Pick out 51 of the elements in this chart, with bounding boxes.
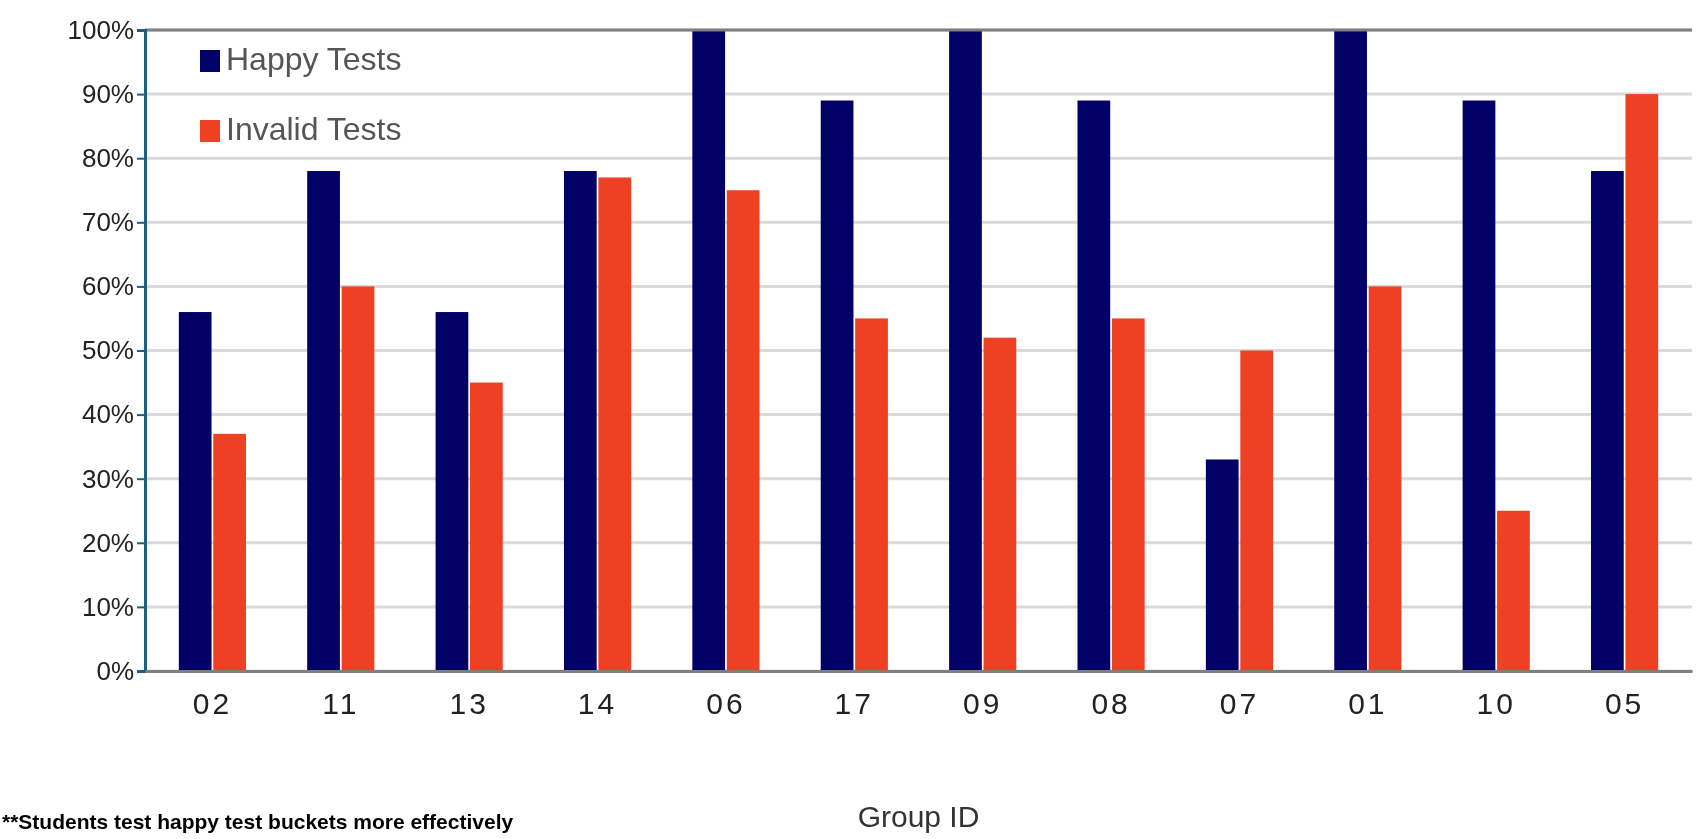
bar xyxy=(1625,94,1659,671)
y-tick-label: 100% xyxy=(67,14,134,45)
bar xyxy=(1497,510,1530,671)
x-tick-label: 09 xyxy=(963,687,1003,721)
x-tick-label: 08 xyxy=(1091,687,1131,721)
y-tick-label: 90% xyxy=(81,78,134,109)
bar xyxy=(178,312,212,671)
x-tick-label: 06 xyxy=(706,687,746,721)
y-tick-label: 20% xyxy=(81,527,134,558)
bar xyxy=(598,177,632,671)
bar xyxy=(1077,100,1111,671)
bar xyxy=(341,286,375,671)
bar xyxy=(1240,350,1274,671)
y-tick-label: 40% xyxy=(81,399,134,430)
bar xyxy=(692,30,726,671)
legend-label: Happy Tests xyxy=(226,41,402,77)
x-tick-label: 02 xyxy=(192,687,233,721)
x-tick-label: 14 xyxy=(577,687,618,721)
y-tick-label: 10% xyxy=(81,591,134,622)
x-tick-label: 10 xyxy=(1476,687,1516,721)
bar xyxy=(1205,459,1239,671)
bar xyxy=(470,382,503,671)
y-tick-label: 70% xyxy=(81,207,134,238)
legend-label: Invalid Tests xyxy=(226,111,402,147)
bar xyxy=(1334,30,1367,671)
x-tick-label: 17 xyxy=(834,687,874,721)
bar xyxy=(1591,171,1624,671)
bar xyxy=(949,30,982,671)
bar xyxy=(563,171,597,671)
y-tick-label: 30% xyxy=(81,463,134,494)
bar xyxy=(726,190,760,671)
y-tick-label: 80% xyxy=(81,143,134,174)
bar xyxy=(213,433,246,671)
bar xyxy=(983,337,1017,671)
x-tick-label: 01 xyxy=(1348,687,1388,721)
x-axis-title: Group ID xyxy=(857,800,980,833)
text: **Students test happy test buckets more effectively xyxy=(2,810,514,833)
bar xyxy=(1111,318,1145,671)
bar xyxy=(307,171,340,671)
bar xyxy=(1462,100,1496,671)
y-tick-label: 50% xyxy=(81,335,134,366)
x-tick-label: 11 xyxy=(322,687,360,721)
bar xyxy=(820,100,854,671)
x-tick-label: 13 xyxy=(449,687,489,721)
bar xyxy=(435,312,469,671)
y-tick-label: 0% xyxy=(96,655,134,686)
x-tick-label: 05 xyxy=(1604,687,1645,721)
bar xyxy=(1368,286,1402,671)
x-tick-label: 07 xyxy=(1219,687,1260,721)
y-tick-label: 60% xyxy=(81,271,134,302)
bar xyxy=(855,318,888,671)
